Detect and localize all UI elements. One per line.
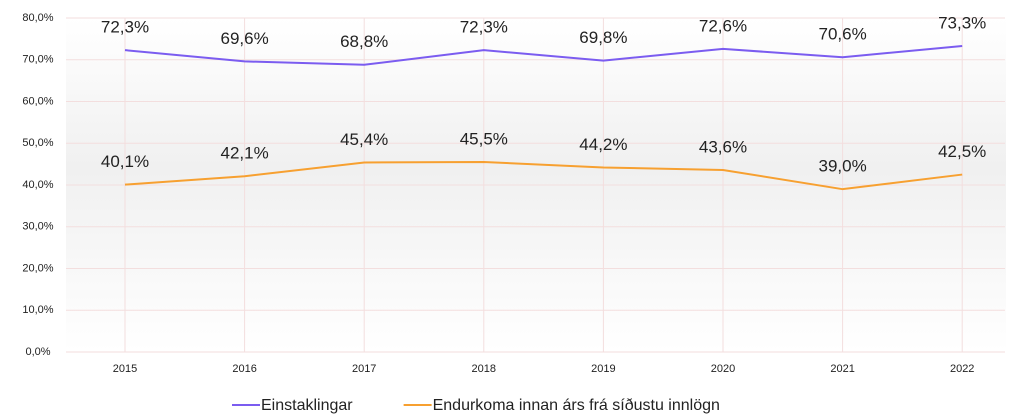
x-tick-label: 2022	[950, 363, 974, 375]
data-label: 68,8%	[340, 32, 388, 51]
data-label: 70,6%	[818, 25, 866, 44]
data-label: 72,3%	[460, 18, 508, 37]
data-label: 72,3%	[101, 18, 149, 37]
y-tick-label: 60,0%	[22, 95, 53, 107]
data-label: 69,8%	[579, 28, 627, 47]
y-tick-label: 80,0%	[22, 12, 53, 24]
data-label: 72,6%	[699, 16, 747, 35]
legend-label: Endurkoma innan árs frá síðustu innlögn	[433, 397, 720, 414]
y-tick-label: 70,0%	[22, 54, 53, 66]
x-tick-label: 2016	[232, 363, 256, 375]
x-tick-label: 2015	[113, 363, 137, 375]
data-label: 45,4%	[340, 130, 388, 149]
series-line	[124, 161, 963, 191]
data-label: 40,1%	[101, 152, 149, 171]
x-tick-label: 2021	[830, 363, 854, 375]
data-label: 42,1%	[220, 144, 268, 163]
x-tick-label: 2020	[711, 363, 735, 375]
y-tick-label: 0,0%	[25, 346, 50, 358]
legend-label: Einstaklingar	[261, 397, 353, 414]
y-tick-label: 30,0%	[22, 221, 53, 233]
data-label: 42,5%	[938, 142, 986, 161]
x-tick-label: 2018	[472, 363, 496, 375]
y-tick-label: 40,0%	[22, 179, 53, 191]
data-label: 45,5%	[460, 130, 508, 149]
data-label: 73,3%	[938, 13, 986, 32]
x-tick-label: 2019	[591, 363, 615, 375]
y-tick-label: 50,0%	[22, 137, 53, 149]
y-tick-label: 10,0%	[22, 304, 53, 316]
x-tick-label: 2017	[352, 363, 376, 375]
data-label: 39,0%	[818, 157, 866, 176]
data-label: 44,2%	[579, 135, 627, 154]
series-line	[124, 44, 963, 66]
y-tick-label: 20,0%	[22, 262, 53, 274]
data-label: 43,6%	[699, 137, 747, 156]
data-label: 69,6%	[220, 29, 268, 48]
